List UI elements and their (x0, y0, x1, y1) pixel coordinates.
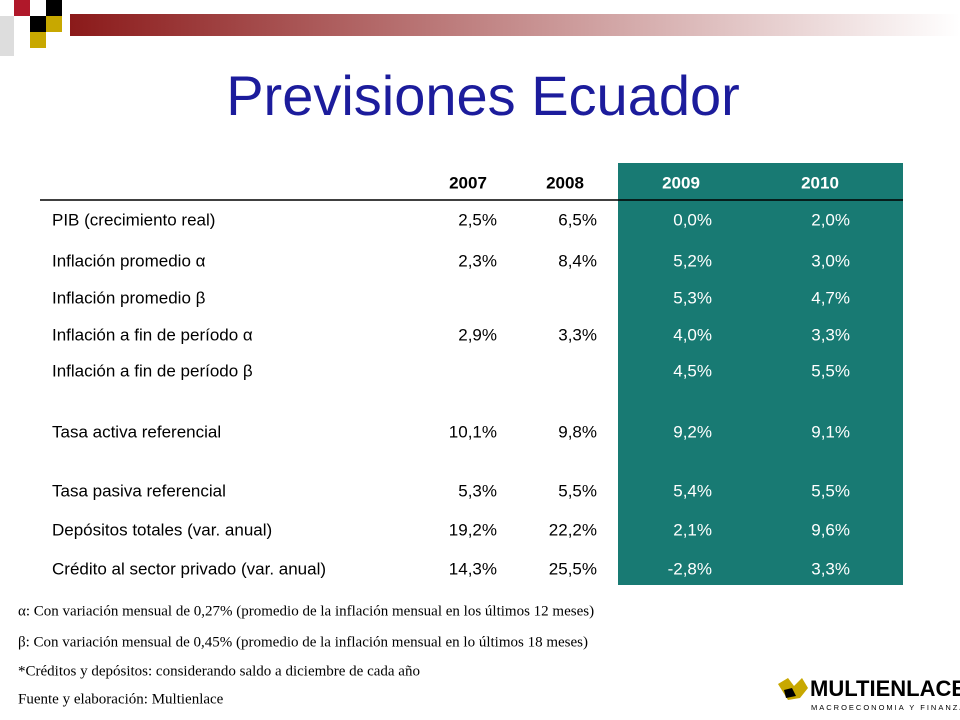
cell: 14,3% (449, 559, 497, 578)
cell: 5,5% (558, 481, 597, 500)
cell: 6,5% (558, 210, 597, 229)
logo: MULTIENLACE MACROECONOMIA Y FINANZAS (778, 676, 960, 712)
row-label: Inflación a fin de período β (52, 361, 253, 380)
cell: 2,0% (811, 210, 850, 229)
cell: 5,5% (811, 361, 850, 380)
column-header: 2009 (662, 173, 700, 192)
row-label: Inflación promedio β (52, 288, 206, 307)
cell: 9,2% (673, 422, 712, 441)
cell: 3,3% (558, 325, 597, 344)
table: 2007 2008 2009 2010 PIB (crecimiento real) 2,… (52, 173, 850, 578)
slide-title: Previsiones Ecuador (226, 64, 740, 127)
footnote: *Créditos y depósitos: considerando sald… (18, 663, 420, 679)
cell: 4,0% (673, 325, 712, 344)
row-label: PIB (crecimiento real) (52, 210, 215, 229)
cell: 9,6% (811, 520, 850, 539)
footnote: Fuente y elaboración: Multienlace (18, 691, 224, 707)
cell: 8,4% (558, 251, 597, 270)
column-header: 2007 (449, 173, 487, 192)
cell: 5,5% (811, 481, 850, 500)
cell: 2,5% (458, 210, 497, 229)
cell: 25,5% (549, 559, 597, 578)
highlight-column (618, 163, 903, 585)
cell: 3,3% (811, 325, 850, 344)
cell: 10,1% (449, 422, 497, 441)
cell: 2,9% (458, 325, 497, 344)
footnote: α: Con variación mensual de 0,27% (prome… (18, 603, 594, 619)
cell: 2,1% (673, 520, 712, 539)
decoration (0, 0, 960, 56)
row-label: Depósitos totales (var. anual) (52, 520, 272, 539)
cell: -2,8% (668, 559, 712, 578)
cell: 2,3% (458, 251, 497, 270)
cell: 4,5% (673, 361, 712, 380)
cell: 9,8% (558, 422, 597, 441)
cell: 5,3% (673, 288, 712, 307)
row-label: Crédito al sector privado (var. anual) (52, 559, 326, 578)
row-label: Tasa activa referencial (52, 422, 221, 441)
logo-name: MULTIENLACE (810, 676, 960, 701)
cell: 5,3% (458, 481, 497, 500)
column-header: 2008 (546, 173, 584, 192)
cell: 19,2% (449, 520, 497, 539)
cell: 5,2% (673, 251, 712, 270)
cell: 9,1% (811, 422, 850, 441)
cell: 5,4% (673, 481, 712, 500)
row-label: Inflación promedio α (52, 251, 206, 270)
cell: 4,7% (811, 288, 850, 307)
footnote: β: Con variación mensual de 0,45% (prome… (18, 634, 588, 650)
cell: 22,2% (549, 520, 597, 539)
cell: 0,0% (673, 210, 712, 229)
cell: 3,0% (811, 251, 850, 270)
column-header: 2010 (801, 173, 839, 192)
notes: α: Con variación mensual de 0,27% (prome… (18, 603, 594, 707)
row-label: Tasa pasiva referencial (52, 481, 226, 500)
row-label: Inflación a fin de período α (52, 325, 253, 344)
logo-tagline: MACROECONOMIA Y FINANZAS (811, 703, 960, 712)
cell: 3,3% (811, 559, 850, 578)
